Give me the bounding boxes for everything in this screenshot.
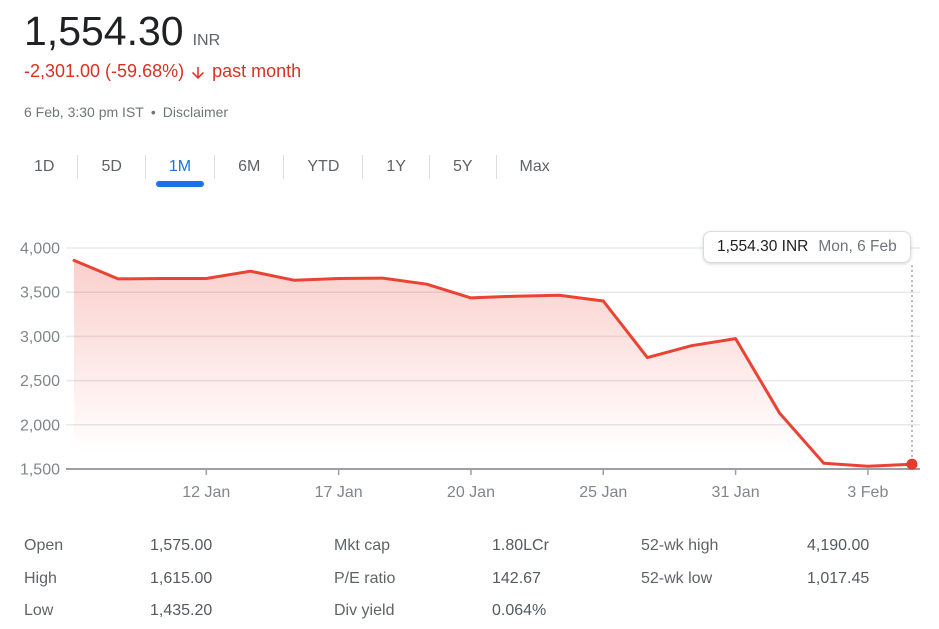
stat-value: 1,575.00 xyxy=(150,537,213,555)
stats-column: Mkt cap 1.80LCr P/E ratio 142.67 Div yield 0.… xyxy=(334,530,641,628)
stats-column: 52-wk high 4,190.00 52-wk low 1,017.45 xyxy=(641,530,869,628)
stat-label: 52-wk high xyxy=(641,537,719,555)
period-tabs: 1D 5D 1M 6M YTD 1Y 5Y Max xyxy=(24,147,573,187)
stats-table: Open 1,575.00 High 1,615.00 Low 1,435.20 Mkt c… xyxy=(24,530,869,628)
stats-column: Open 1,575.00 High 1,615.00 Low 1,435.20 xyxy=(24,530,334,628)
price-change-row: -2,301.00 (-59.68%) past month xyxy=(24,61,301,82)
price-change-value: -2,301.00 (-59.68%) xyxy=(24,61,185,81)
tab-divider xyxy=(214,155,216,179)
tab-5d[interactable]: 5D xyxy=(101,158,122,175)
y-axis-label: 2,000 xyxy=(20,417,60,434)
tab-divider xyxy=(77,155,79,179)
x-axis-label: 31 Jan xyxy=(712,484,760,501)
tab-6m[interactable]: 6M xyxy=(238,158,261,175)
stat-label: P/E ratio xyxy=(334,569,396,587)
stat-row: Low 1,435.20 xyxy=(24,595,334,628)
stat-label: Mkt cap xyxy=(334,537,391,555)
x-axis-label: 12 Jan xyxy=(182,484,230,501)
stat-value: 142.67 xyxy=(492,569,541,587)
y-axis-label: 2,500 xyxy=(20,373,60,390)
quote-timestamp: 6 Feb, 3:30 pm IST xyxy=(24,104,144,120)
stat-row: Open 1,575.00 xyxy=(24,530,334,563)
tooltip-date: Mon, 6 Feb xyxy=(818,238,897,255)
tab-divider xyxy=(495,155,497,179)
stat-label: Div yield xyxy=(334,602,395,620)
area-fill xyxy=(74,260,912,469)
price-header: 1,554.30 INR xyxy=(24,8,220,55)
stat-label: High xyxy=(24,569,57,587)
stat-value: 1,017.45 xyxy=(807,569,870,587)
tab-1m[interactable]: 1M xyxy=(146,147,214,187)
x-axis-label: 25 Jan xyxy=(579,484,627,501)
stat-row: High 1,615.00 xyxy=(24,563,334,596)
stat-row: 52-wk low 1,017.45 xyxy=(641,563,869,596)
y-axis-label: 3,000 xyxy=(20,329,60,346)
x-axis-label: 3 Feb xyxy=(847,484,888,501)
stat-value: 1,615.00 xyxy=(150,569,213,587)
meta-separator: • xyxy=(150,104,156,120)
chart-tooltip: 1,554.30 INR Mon, 6 Feb xyxy=(703,231,911,263)
tab-5y[interactable]: 5Y xyxy=(452,158,473,175)
y-axis-label: 4,000 xyxy=(20,241,60,258)
arrow-down-icon xyxy=(189,62,207,82)
tab-ytd[interactable]: YTD xyxy=(307,158,340,175)
price-line xyxy=(72,258,914,468)
stat-row: 52-wk high 4,190.00 xyxy=(641,530,869,563)
tab-1y[interactable]: 1Y xyxy=(386,158,406,175)
current-price: 1,554.30 xyxy=(24,8,184,54)
stat-value: 4,190.00 xyxy=(807,537,870,555)
endpoint-dot xyxy=(906,458,918,470)
x-axis-label: 17 Jan xyxy=(315,484,363,501)
tab-divider xyxy=(428,155,430,179)
stat-value: 0.064% xyxy=(492,602,547,620)
tab-max[interactable]: Max xyxy=(519,158,550,175)
stat-row: Div yield 0.064% xyxy=(334,595,641,628)
tab-1d[interactable]: 1D xyxy=(34,158,55,175)
price-change-period: past month xyxy=(212,61,302,81)
stat-label: Open xyxy=(24,537,64,555)
quote-meta-row: 6 Feb, 3:30 pm IST • Disclaimer xyxy=(24,104,228,120)
stat-value: 1.80LCr xyxy=(492,537,549,555)
tab-divider xyxy=(283,155,285,179)
stat-row: Mkt cap 1.80LCr xyxy=(334,530,641,563)
currency-code: INR xyxy=(192,32,221,49)
y-axis-label: 3,500 xyxy=(20,285,60,302)
tab-divider xyxy=(362,155,364,179)
y-axis-label: 1,500 xyxy=(20,462,60,479)
stat-label: Low xyxy=(24,602,54,620)
x-axis-label: 20 Jan xyxy=(447,484,495,501)
stat-row: P/E ratio 142.67 xyxy=(334,563,641,596)
stat-label: 52-wk low xyxy=(641,569,713,587)
disclaimer-link[interactable]: Disclaimer xyxy=(162,104,229,120)
stat-value: 1,435.20 xyxy=(150,602,213,620)
tooltip-price: 1,554.30 INR xyxy=(717,238,809,255)
